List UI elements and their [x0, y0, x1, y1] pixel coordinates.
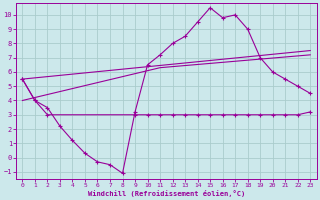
X-axis label: Windchill (Refroidissement éolien,°C): Windchill (Refroidissement éolien,°C): [88, 190, 245, 197]
